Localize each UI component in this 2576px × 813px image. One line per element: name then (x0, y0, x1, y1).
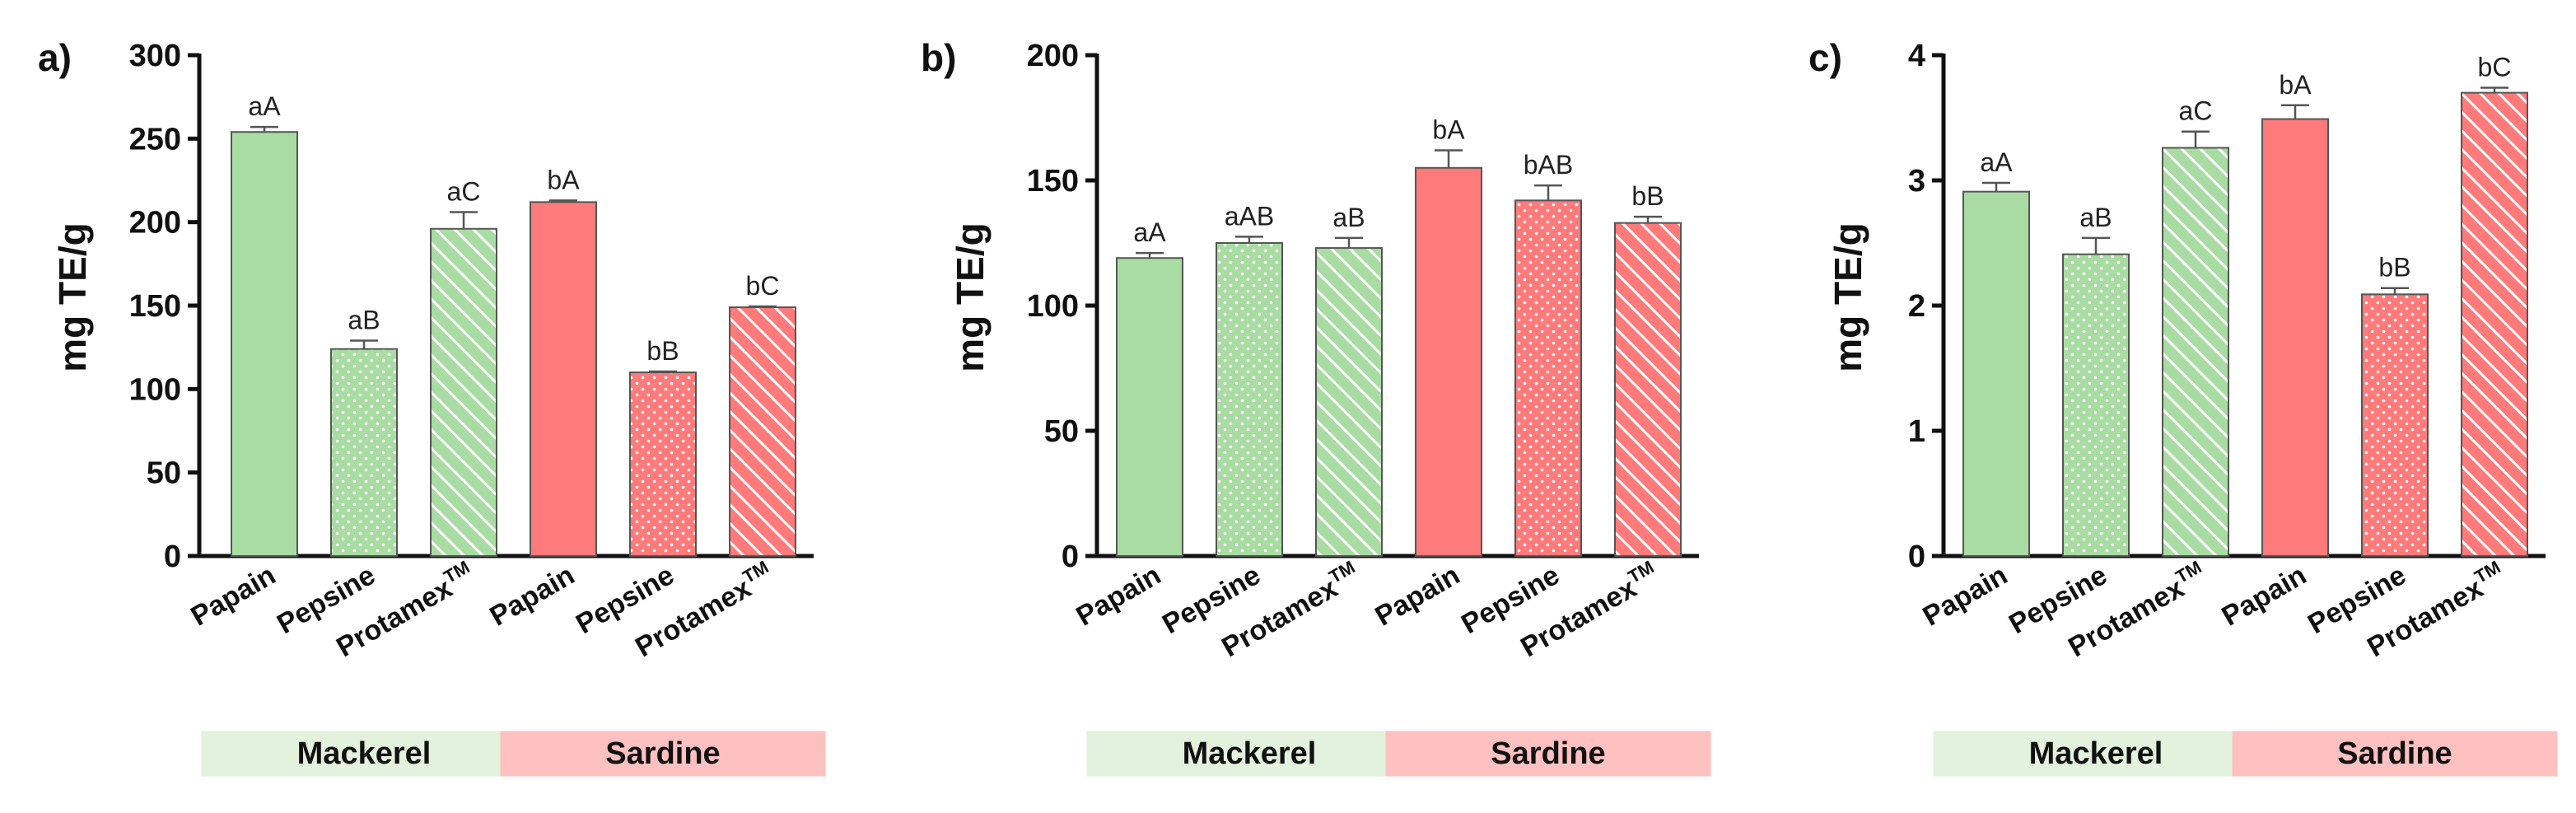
bar (629, 371, 697, 558)
significance-label: aB (1332, 203, 1365, 232)
bar (430, 227, 497, 557)
panel-label: c) (1808, 36, 1842, 79)
y-tick-label: 200 (1027, 39, 1079, 73)
y-axis-label: mg TE/g (51, 222, 94, 371)
group-box (1385, 731, 1711, 777)
x-tick-label: Papain (484, 559, 580, 633)
significance-label: aB (348, 306, 380, 335)
bar (2261, 118, 2329, 557)
significance-label: aA (248, 91, 281, 121)
group-label: Mackerel (2029, 736, 2163, 771)
y-axis-label: mg TE/g (949, 222, 992, 371)
bar (1614, 222, 1682, 557)
y-tick-label: 300 (129, 39, 181, 73)
significance-label: bB (1631, 181, 1664, 211)
x-tick-label: Papain (1370, 559, 1465, 633)
y-tick-label: 1 (1908, 414, 1925, 449)
significance-label: aA (1133, 217, 1166, 247)
y-tick-label: 50 (147, 456, 181, 491)
bar (330, 348, 398, 557)
panel-a: a)mg TE/g050100150200250300aAPapainaBPep… (38, 36, 826, 777)
y-tick-label: 50 (1044, 414, 1079, 449)
y-tick-label: 100 (1027, 289, 1079, 324)
significance-label: aA (1980, 147, 2013, 177)
x-tick-label: Papain (185, 559, 281, 633)
significance-label: bAB (1524, 150, 1573, 180)
bar (1216, 242, 1283, 557)
group-box (500, 731, 826, 777)
group-label: Sardine (605, 736, 720, 771)
bar (2062, 253, 2130, 557)
y-tick-label: 200 (129, 206, 181, 241)
bar (2361, 293, 2429, 557)
significance-label: bA (2279, 70, 2312, 100)
group-label: Sardine (2337, 736, 2452, 771)
y-axis-label: mg TE/g (1827, 222, 1869, 371)
x-tick-label: Papain (1917, 559, 2013, 633)
y-tick-label: 0 (1908, 540, 1925, 574)
significance-label: bB (2378, 253, 2410, 283)
y-tick-label: 2 (1908, 289, 1925, 324)
significance-label: bC (2478, 53, 2512, 82)
y-tick-label: 4 (1908, 39, 1925, 73)
bar (2461, 91, 2528, 558)
significance-label: bC (746, 271, 780, 301)
bar (1116, 257, 1183, 557)
significance-label: bB (646, 336, 679, 366)
significance-label: bA (1432, 115, 1465, 145)
group-box (2232, 731, 2558, 777)
significance-label: aB (2079, 203, 2112, 232)
significance-label: aAB (1225, 201, 1274, 231)
significance-label: aC (2179, 96, 2213, 126)
y-tick-label: 250 (129, 122, 181, 157)
x-tick-label: Papain (1071, 559, 1166, 633)
group-box (201, 731, 527, 777)
bar (2162, 147, 2229, 557)
y-tick-label: 3 (1908, 164, 1925, 199)
group-label: Mackerel (1183, 736, 1317, 771)
bar (729, 306, 796, 557)
bar (1315, 247, 1383, 557)
panel-label: a) (38, 36, 72, 79)
panel-b: b)mg TE/g050100150200aAPapainaABPepsinea… (921, 36, 1711, 777)
group-label: Sardine (1491, 736, 1605, 771)
y-tick-label: 150 (1027, 164, 1079, 199)
significance-label: bA (547, 165, 580, 194)
panel-label: b) (921, 36, 956, 79)
y-tick-label: 0 (1062, 540, 1079, 574)
bar (1514, 199, 1582, 557)
y-tick-label: 100 (129, 372, 181, 407)
bar (231, 131, 298, 557)
group-label: Mackerel (297, 736, 432, 771)
x-tick-label: Papain (2216, 559, 2312, 633)
bar (1415, 166, 1482, 558)
y-tick-label: 0 (164, 540, 181, 574)
bar (530, 201, 597, 557)
group-box (1086, 731, 1412, 777)
panel-c: c)mg TE/g01234aAPapainaBPepsineaCProtame… (1808, 36, 2558, 777)
significance-label: aC (447, 177, 481, 207)
y-tick-label: 150 (129, 289, 181, 324)
bar (1962, 190, 2030, 557)
